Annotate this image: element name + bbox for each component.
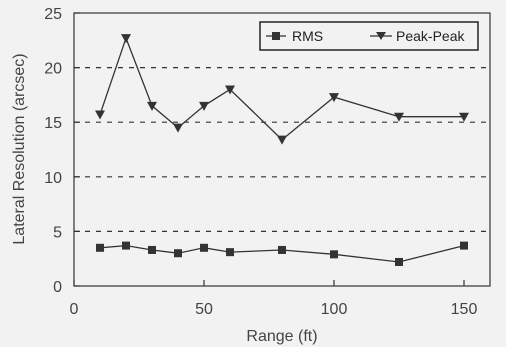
y-axis-title: Lateral Resolution (arcsec): [11, 53, 28, 244]
data-point-peak-peak: [329, 93, 339, 103]
y-tick-label: 20: [44, 61, 62, 78]
data-point-rms: [148, 245, 156, 254]
legend: RMS Peak-Peak: [259, 21, 479, 51]
y-tick-label: 5: [53, 224, 62, 241]
y-tick-label: 25: [44, 6, 62, 23]
x-axis-title: Range (ft): [246, 328, 317, 345]
x-tick-label: 150: [451, 301, 478, 318]
x-tick-label: 0: [70, 301, 79, 318]
gridlines: [74, 66, 490, 232]
data-point-rms: [278, 245, 286, 254]
data-point-peak-peak: [121, 34, 131, 44]
legend-rms-label: RMS: [292, 28, 323, 44]
data-point-rms: [226, 248, 234, 257]
data-point-peak-peak: [199, 101, 209, 111]
series-line-rms: [99, 244, 465, 263]
data-point-peak-peak: [147, 101, 157, 111]
data-point-rms: [460, 241, 468, 250]
data-point-rms: [96, 243, 104, 252]
legend-peak-marker: [376, 32, 386, 40]
legend-box: [259, 21, 479, 51]
data-point-rms: [395, 257, 403, 266]
series-line-peak-peak: [99, 36, 464, 141]
x-tick-label: 50: [195, 301, 213, 318]
axis-ticks: 0 5 10 15 20 25 0 50 100 150: [44, 6, 477, 318]
y-tick-label: 15: [44, 115, 62, 132]
data-point-peak-peak: [277, 135, 287, 145]
data-point-peak-peak: [459, 112, 469, 122]
data-point-rms: [330, 250, 338, 259]
data-point-peak-peak: [394, 112, 404, 122]
data-point-rms: [200, 243, 208, 252]
x-tick-label: 100: [321, 301, 348, 318]
data-point-peak-peak: [95, 110, 105, 120]
series-group: [95, 34, 469, 266]
data-point-rms: [122, 241, 130, 250]
data-point-peak-peak: [173, 123, 183, 133]
legend-rms-marker: [272, 32, 280, 40]
plot-frame: [73, 12, 491, 287]
y-tick-label: 0: [53, 279, 62, 296]
data-point-peak-peak: [225, 85, 235, 95]
legend-peak-label: Peak-Peak: [396, 28, 465, 44]
data-point-rms: [174, 249, 182, 258]
y-tick-label: 10: [44, 170, 62, 187]
